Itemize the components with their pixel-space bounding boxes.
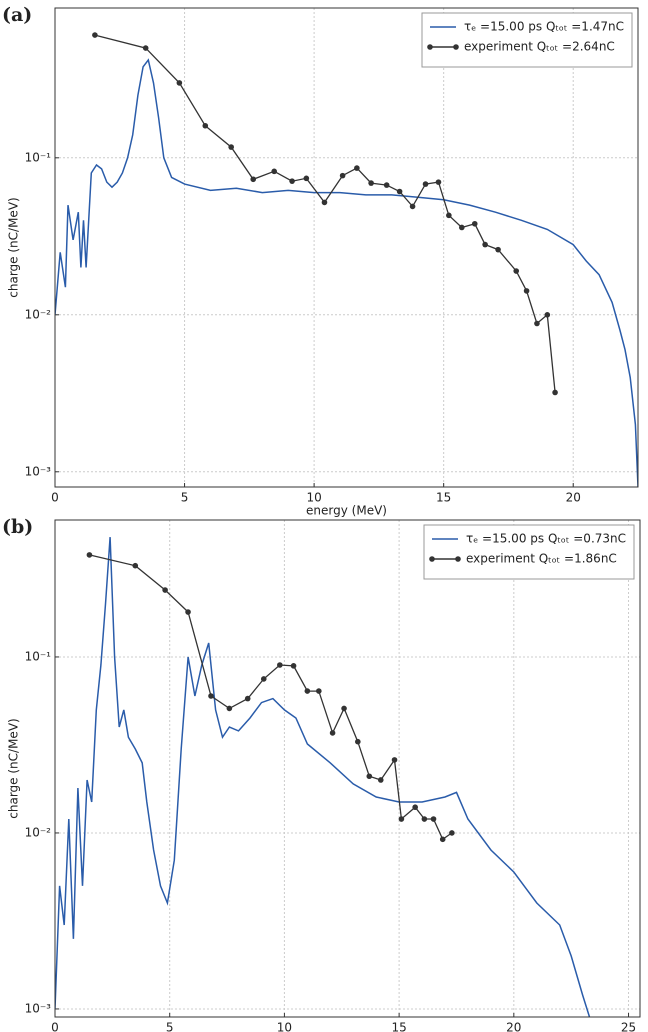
panel-label: (a) [2,4,32,26]
legend-marker [453,44,459,50]
data-point [391,757,398,763]
plot-area [55,520,640,1017]
legend-label: τₑ =15.00 ps Qₜₒₜ =1.47nC [464,20,624,34]
x-tick-label: 5 [166,1021,174,1032]
x-tick-label: 5 [181,491,189,505]
legend-label: experiment Qₜₒₜ =1.86nC [466,552,617,566]
legend-label: experiment Qₜₒₜ =2.64nC [464,40,615,54]
data-point [289,178,295,184]
data-point [513,268,520,274]
data-point [162,587,168,593]
data-point [228,144,234,150]
data-point [482,241,488,248]
data-point [277,662,283,668]
data-point [341,705,347,712]
legend-label: τₑ =15.00 ps Qₜₒₜ =0.73nC [466,532,626,546]
data-point [421,816,428,822]
data-point [409,203,416,210]
data-point [459,224,465,231]
series-line [94,34,556,393]
data-point [398,816,405,822]
x-tick-label: 10 [277,1021,292,1032]
panel-label: (b) [2,516,33,538]
data-point [86,552,93,558]
data-point [316,688,322,694]
data-point [495,246,501,253]
data-point [303,175,310,182]
y-axis-label: charge (nC/MeV) [7,197,21,297]
data-point [304,688,311,694]
data-point [534,320,540,327]
data-point [132,562,139,569]
data-point [446,212,452,219]
data-point [176,80,183,86]
data-point [208,693,214,699]
plot-frame [54,7,639,488]
data-point [435,179,442,185]
data-point [471,220,478,227]
x-tick-label: 10 [306,491,321,505]
data-point [383,182,390,188]
x-tick-label: 20 [566,491,581,505]
data-point [226,705,233,712]
data-point [439,836,446,843]
plot-area [55,8,638,487]
y-tick-label: 10⁻² [25,307,52,321]
data-point [271,168,278,175]
x-tick-label: 25 [621,1021,636,1032]
legend-marker [455,556,461,562]
x-axis-label: energy (MeV) [306,504,387,518]
data-point [185,609,191,615]
data-point [368,180,374,186]
plot-frame [54,519,641,1018]
data-point [250,176,257,183]
x-tick-label: 20 [506,1021,521,1032]
series-line [55,537,591,1017]
data-point [142,45,149,51]
data-point [552,389,558,396]
data-point [449,830,455,836]
legend-box [421,12,633,68]
data-point [321,199,328,206]
y-tick-label: 10⁻¹ [25,649,52,663]
legend-marker [427,44,433,50]
x-tick-label: 0 [51,1021,59,1032]
data-point [92,32,98,38]
data-point [244,695,251,702]
data-point [422,181,429,187]
data-point [260,676,267,682]
data-point [329,730,336,736]
y-tick-label: 10⁻² [25,825,52,839]
data-point [339,172,346,179]
y-tick-label: 10⁻³ [25,464,52,478]
legend-marker [429,556,435,562]
data-point [354,165,360,171]
legend-box [423,524,635,580]
series-line [55,58,638,487]
data-point [202,122,209,129]
data-point [366,773,373,780]
y-axis-label: charge (nC/MeV) [7,718,21,818]
data-point [430,816,437,822]
data-point [523,288,530,294]
x-tick-label: 15 [436,491,451,505]
data-point [290,663,297,669]
data-point [355,738,361,745]
data-point [377,777,384,783]
x-tick-label: 0 [51,491,59,505]
x-tick-label: 15 [391,1021,406,1032]
plot-lines [55,32,638,487]
data-point [544,311,551,318]
plot-lines [55,537,591,1017]
data-point [396,188,403,195]
y-tick-label: 10⁻³ [25,1001,52,1015]
y-tick-label: 10⁻¹ [25,150,52,164]
data-point [412,804,418,811]
